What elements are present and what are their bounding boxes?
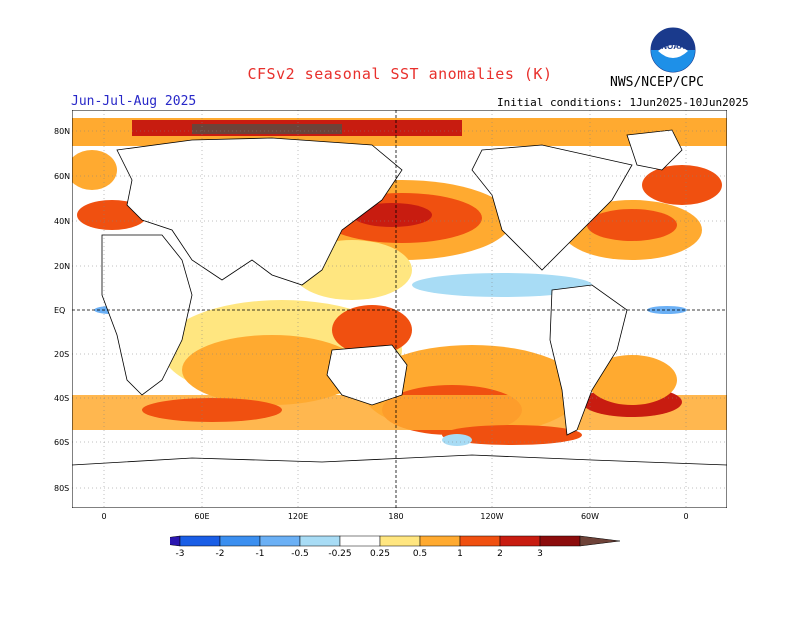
anomaly-fields (72, 118, 727, 446)
lat-tick-60s: 60S (54, 438, 69, 447)
lat-tick-40s: 40S (54, 394, 69, 403)
colorbar-swatch (539, 535, 581, 547)
colorbar-swatch (499, 535, 541, 547)
colorbar-level-label: 3 (537, 549, 543, 559)
colorbar-level-label: 1 (457, 549, 463, 559)
colorbar-level-label: -1 (256, 549, 265, 559)
lat-tick-80s: 80S (54, 484, 69, 493)
colorbar-level-label: 0.25 (370, 549, 390, 559)
lat-tick-60n: 60N (54, 172, 70, 181)
lat-tick-20s: 20S (54, 350, 69, 359)
colorbar-swatch (179, 535, 221, 547)
colorbar-swatch (379, 535, 421, 547)
lon-label-120e: 120E (288, 512, 308, 521)
colorbar-level-label: -0.25 (328, 549, 351, 559)
lon-label-60w: 60W (581, 512, 599, 521)
colorbar-swatch (339, 535, 381, 547)
colorbar-level-label: -0.5 (291, 549, 309, 559)
colorbar-swatch (259, 535, 301, 547)
lat-tick-40n: 40N (54, 217, 70, 226)
colorbar: -3 -2 -1 -0.5 -0.25 0.25 0.5 1 2 3 (170, 535, 621, 559)
lat-tick-eq: EQ (54, 306, 65, 315)
lat-tick-20n: 20N (54, 262, 70, 271)
reference-lines (72, 110, 727, 508)
colorbar-level-label: -3 (176, 549, 185, 559)
colorbar-swatch (579, 535, 621, 547)
latitude-axis: 80N 60N 40N 20N EQ 20S 40S 60S 80S (54, 127, 70, 493)
colorbar-swatch (170, 535, 181, 547)
colorbar-boxes (170, 535, 621, 547)
lon-label-180: 180 (388, 512, 403, 521)
colorbar-level-label: 0.5 (413, 549, 427, 559)
lon-label-0-east: 0 (683, 512, 688, 521)
land-masses (72, 129, 727, 508)
sst-anomaly-map: 80N 60N 40N 20N EQ 20S 40S 60S 80S (72, 110, 727, 508)
colorbar-swatch (219, 535, 261, 547)
lon-label-60e: 60E (194, 512, 209, 521)
colorbar-swatch (299, 535, 341, 547)
lon-label-120w: 120W (480, 512, 503, 521)
initial-conditions-label: Initial conditions: 1Jun2025-10Jun2025 (497, 96, 749, 109)
season-label: Jun-Jul-Aug 2025 (71, 94, 197, 109)
colorbar-swatch (419, 535, 461, 547)
colorbar-level-label: 2 (497, 549, 503, 559)
colorbar-labels: -3 -2 -1 -0.5 -0.25 0.25 0.5 1 2 3 (176, 549, 543, 559)
lon-label-0: 0 (101, 512, 106, 521)
agency-label: NWS/NCEP/CPC (610, 75, 704, 90)
noaa-logo-text: NOAA (661, 42, 685, 51)
map-title: CFSv2 seasonal SST anomalies (K) (247, 65, 553, 83)
colorbar-level-label: -2 (216, 549, 225, 559)
longitude-axis: 0 60E 120E 180 120W 60W 0 (101, 512, 688, 521)
lat-tick-80n: 80N (54, 127, 70, 136)
noaa-logo-icon: NOAA (650, 27, 696, 73)
colorbar-swatch (459, 535, 501, 547)
